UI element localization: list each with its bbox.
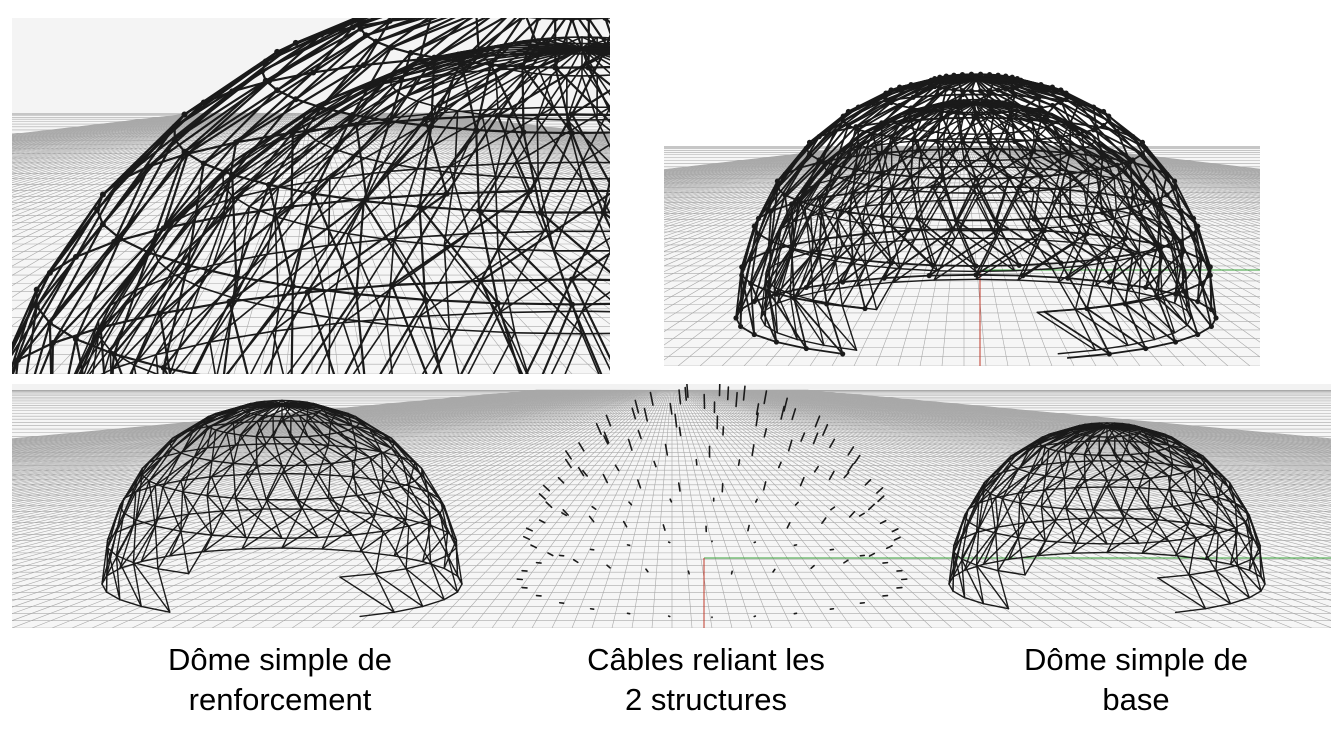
closeup-dome-render <box>12 18 610 374</box>
caption-cables-line1: Câbles reliant les <box>587 642 825 677</box>
inner-layer-closeup <box>73 36 610 374</box>
components-render-panel <box>12 384 1331 628</box>
caption-base-line1: Dôme simple de <box>1024 642 1248 677</box>
caption-base-dome: Dôme simple de base <box>966 640 1306 720</box>
caption-cables-line2: 2 structures <box>625 682 787 717</box>
closeup-render-panel <box>12 18 610 374</box>
double-dome-render-panel <box>664 18 1260 366</box>
caption-reinforcement-dome: Dôme simple de renforcement <box>110 640 450 720</box>
caption-base-line2: base <box>1102 682 1170 717</box>
base-dome <box>948 422 1266 614</box>
cables <box>516 384 908 619</box>
caption-reinforcement-line2: renforcement <box>188 682 372 717</box>
reinforcement-dome <box>101 399 463 618</box>
double-dome-render <box>664 71 1260 366</box>
components-render <box>12 384 1331 628</box>
inner-layer <box>760 98 1192 355</box>
caption-reinforcement-line1: Dôme simple de <box>168 642 392 677</box>
caption-cables: Câbles reliant les 2 structures <box>536 640 876 720</box>
